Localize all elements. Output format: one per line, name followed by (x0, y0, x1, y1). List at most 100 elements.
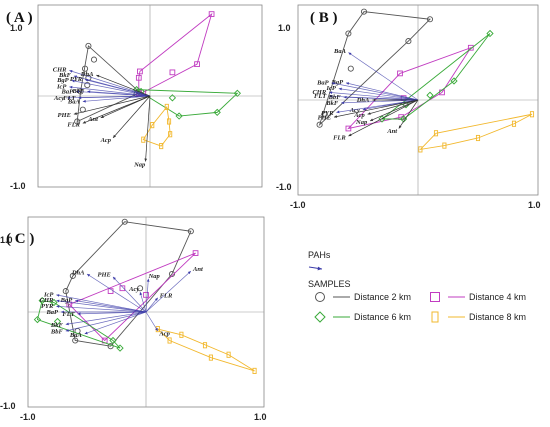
sample-point (347, 65, 354, 72)
x-tick-label: -1.0 (20, 412, 36, 422)
pah-vector-arrowhead (329, 91, 333, 95)
pah-vector (56, 300, 147, 313)
pah-vector-label: BbF (328, 94, 342, 101)
pah-vector (56, 294, 147, 313)
pah-vector-label: BkF (325, 100, 339, 107)
sample-point (116, 344, 124, 352)
pah-vector (345, 82, 419, 101)
x-tick-label: -1.0 (290, 200, 306, 210)
pah-vector (84, 311, 147, 335)
pah-vector-label: PYR (70, 76, 83, 83)
pah-vector-label: BaP (61, 88, 75, 95)
sample-point (72, 337, 79, 344)
pah-vector-arrowhead (56, 299, 60, 303)
pah-vector-arrowhead (96, 74, 100, 78)
y-tick-label: -1.0 (0, 401, 16, 411)
legend-pahs-arrowhead (317, 266, 322, 271)
pah-vector-label: CHR (312, 89, 326, 96)
sample-point (360, 8, 368, 15)
legend-label: Distance 4 km (469, 292, 526, 302)
sample-point (121, 218, 128, 225)
legend-samples-title: SAMPLES (308, 279, 351, 289)
pah-vector-label: Acy (128, 286, 139, 293)
sample-point (450, 77, 458, 85)
pah-vector-label: BaP (45, 309, 59, 316)
sample-point (38, 296, 46, 305)
legend-pahs-title: PAHs (308, 250, 331, 260)
sample-point (405, 38, 412, 45)
pah-vector (75, 300, 147, 313)
pah-vector-arrowhead (69, 85, 73, 89)
pah-vector-label: BkF (50, 322, 64, 329)
pah-vector-label: Nap (148, 273, 161, 280)
sample-point (168, 131, 173, 138)
sample-point (316, 121, 323, 128)
pah-vector-arrowhead (155, 327, 158, 331)
pah-vector-label: FLT (314, 93, 327, 100)
pah-vector (145, 95, 151, 162)
pah-vector (65, 311, 147, 332)
pah-vector (333, 99, 419, 118)
pah-vector-arrowhead (82, 99, 86, 103)
pah-vector (145, 311, 159, 332)
pah-vector-arrowhead (346, 82, 350, 85)
sample-point (137, 68, 143, 75)
pah-vector-arrowhead (372, 98, 376, 102)
pah-vector-arrowhead (139, 292, 143, 296)
legend-marker (431, 311, 439, 323)
pah-vector-label: IcP (56, 84, 67, 91)
pah-vector-label: BaA (333, 48, 347, 55)
pah-vector-arrowhead (112, 276, 116, 280)
sample-point (85, 42, 92, 50)
pah-vector-arrowhead (334, 115, 338, 118)
sample-point (442, 142, 447, 149)
sample-point (226, 351, 231, 358)
sample-point (187, 228, 194, 235)
pah-vector (139, 291, 147, 313)
pah-vector-label: FLT (63, 95, 76, 102)
sample-point (135, 74, 142, 81)
sample-point (168, 94, 177, 102)
pah-vector-arrowhead (87, 274, 91, 277)
pah-vector-arrowhead (348, 52, 352, 56)
pah-vector-label: IcP (325, 85, 336, 92)
legend-marker (314, 311, 326, 323)
pah-vector-label: BbF (50, 329, 64, 336)
sample-point (137, 285, 144, 292)
sample-point (511, 120, 517, 127)
pah-vector (145, 270, 192, 313)
pah-vector-label: Acp (158, 331, 170, 338)
pah-vector (87, 91, 151, 97)
pah-vector-arrowhead (348, 133, 352, 137)
pah-vector (336, 99, 419, 113)
pah-vector-arrowhead (338, 87, 342, 91)
sample-point (213, 108, 221, 117)
sample-point (166, 118, 172, 125)
pah-vector-arrowhead (65, 328, 69, 332)
pah-vector-arrowhead (77, 312, 81, 316)
pah-vector (112, 95, 151, 139)
sample-point (252, 367, 257, 374)
pah-vector-label: IcP (43, 291, 54, 298)
pah-vector-label: BgP (331, 79, 345, 86)
legend-item: Distance 8 km (431, 311, 526, 323)
pah-vector-arrowhead (336, 110, 340, 114)
legend-marker (315, 292, 325, 302)
sample-point (192, 250, 199, 256)
sample-point (33, 315, 42, 324)
pah-vector-arrowhead (329, 94, 333, 98)
sample-point (175, 112, 183, 120)
series-hull (380, 33, 491, 120)
pah-vector-label: BaP (316, 79, 330, 86)
pah-vector-label: BgP (60, 297, 74, 304)
pah-vector (96, 74, 151, 97)
pah-vector-label: BaA (67, 99, 81, 106)
pah-vector (71, 80, 151, 97)
sample-point (486, 29, 494, 38)
pah-vector (84, 79, 151, 97)
pah-vector (329, 92, 419, 101)
pah-vector-arrowhead (187, 271, 191, 275)
series-hull (65, 221, 192, 347)
